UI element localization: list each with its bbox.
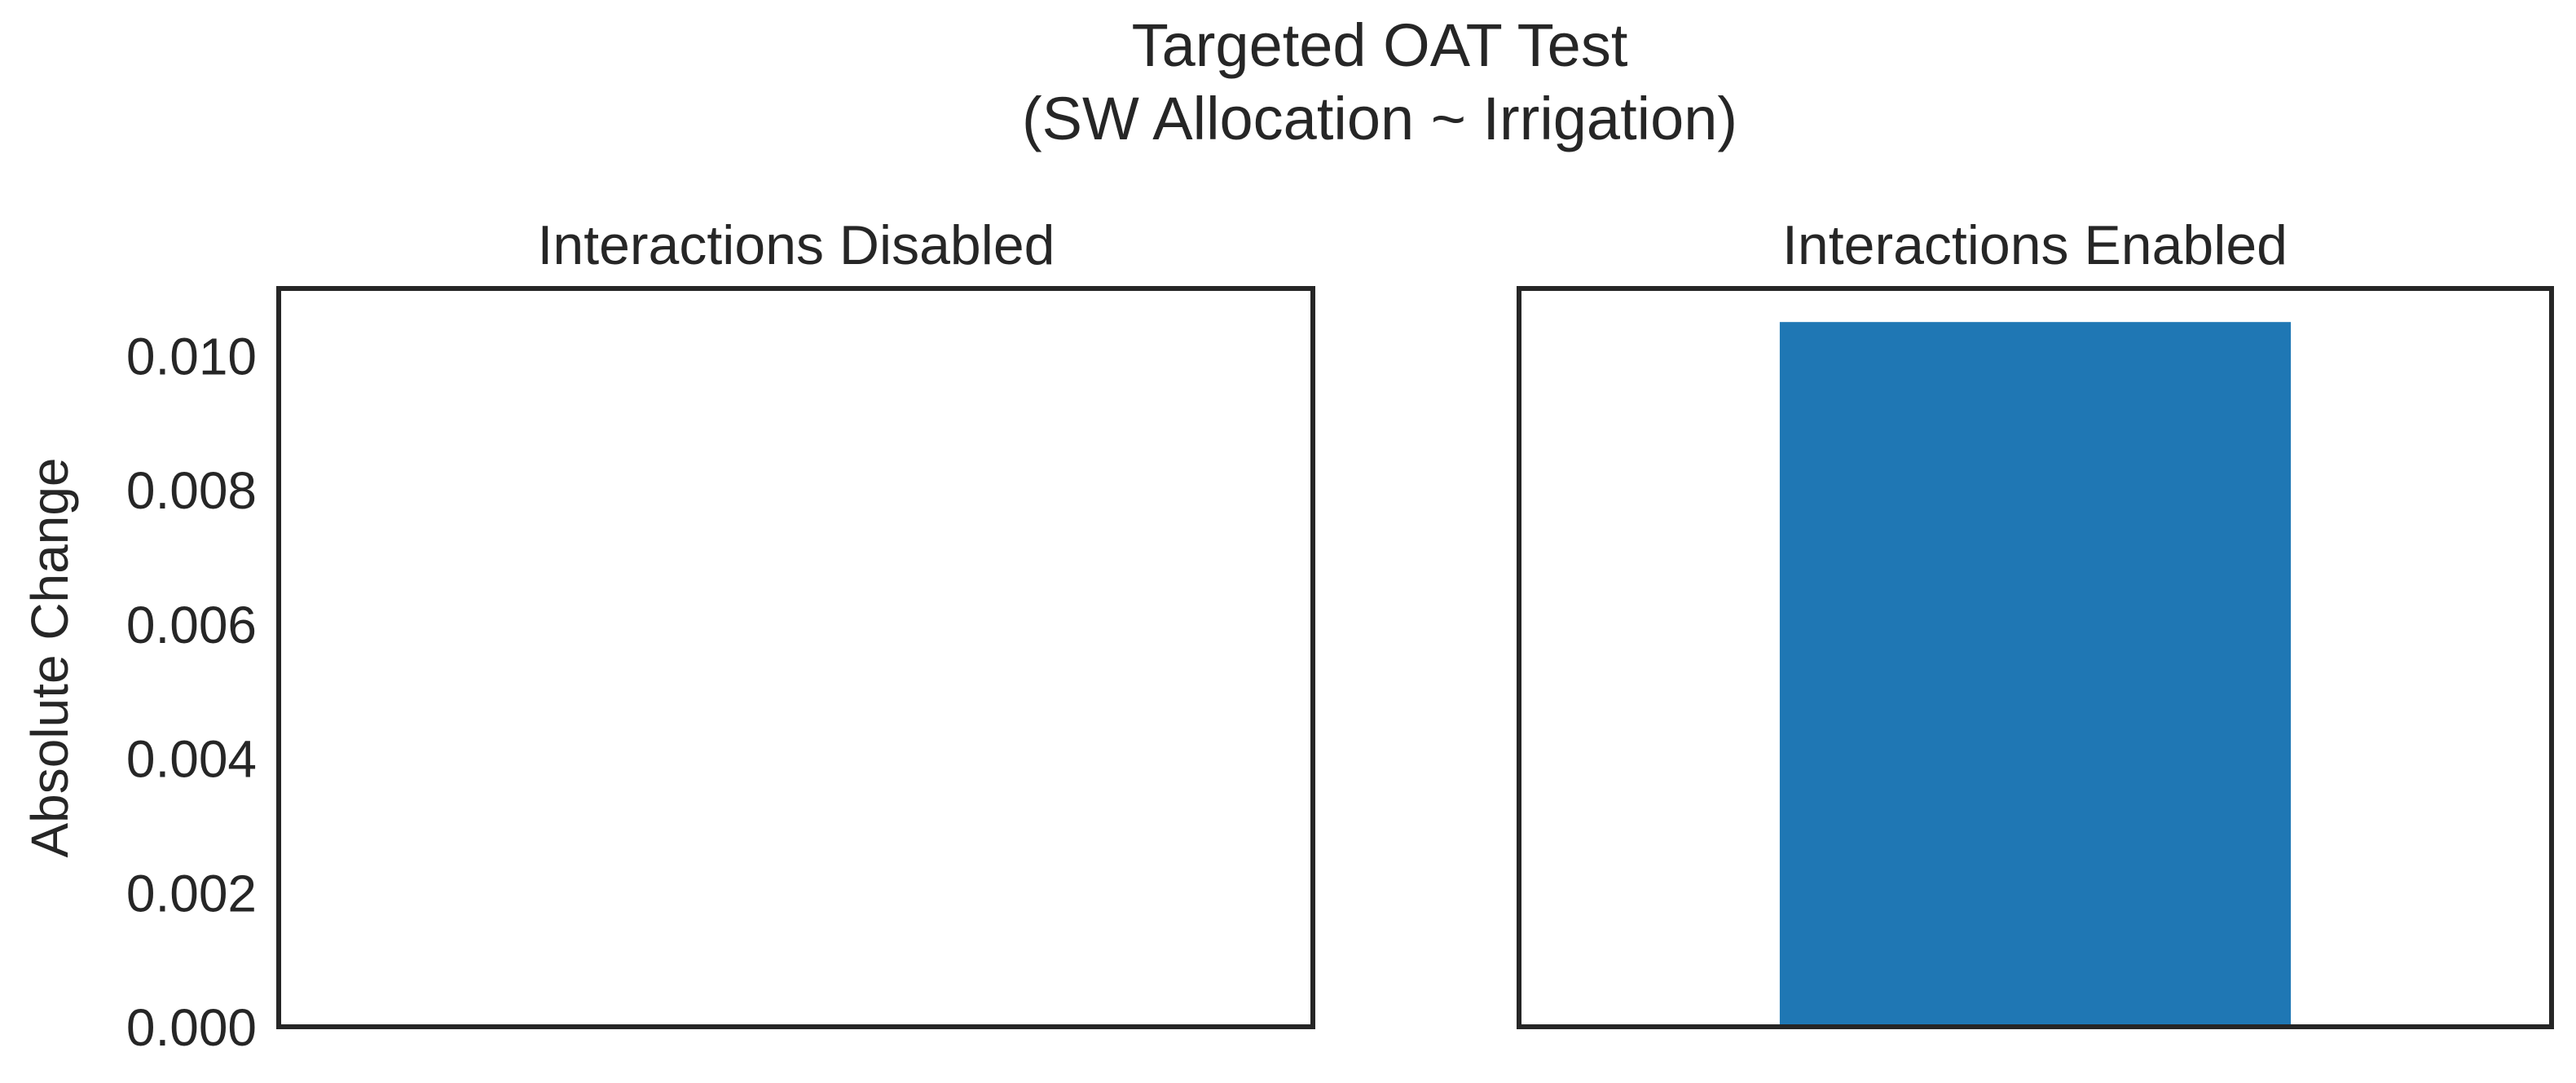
- plot-frame-enabled: [1517, 286, 2554, 1029]
- plot-frame-disabled: [276, 286, 1315, 1029]
- figure-title-line1: Targeted OAT Test: [1132, 11, 1628, 79]
- panel-title-disabled: Interactions Disabled: [537, 214, 1055, 276]
- y-axis-label: Absolute Change: [20, 457, 79, 857]
- y-tick-label: 0.006: [126, 596, 257, 654]
- bars-enabled: [1779, 322, 2292, 1027]
- y-tick-label: 0.008: [126, 461, 257, 520]
- y-tick-label: 0.000: [126, 998, 257, 1057]
- panel-interactions-disabled: Interactions Disabled Absolute Change 0.…: [20, 214, 1315, 1057]
- y-tick-label: 0.010: [126, 327, 257, 385]
- y-tick-labels: 0.000 0.002 0.004 0.006 0.008 0.010: [126, 327, 257, 1057]
- bar: [1779, 322, 2292, 1027]
- panel-interactions-enabled: Interactions Enabled: [1517, 214, 2554, 1029]
- figure-title-line2: (SW Allocation ~ Irrigation): [1022, 85, 1737, 152]
- panel-title-enabled: Interactions Enabled: [1782, 214, 2288, 276]
- y-tick-label: 0.004: [126, 730, 257, 789]
- y-tick-label: 0.002: [126, 864, 257, 922]
